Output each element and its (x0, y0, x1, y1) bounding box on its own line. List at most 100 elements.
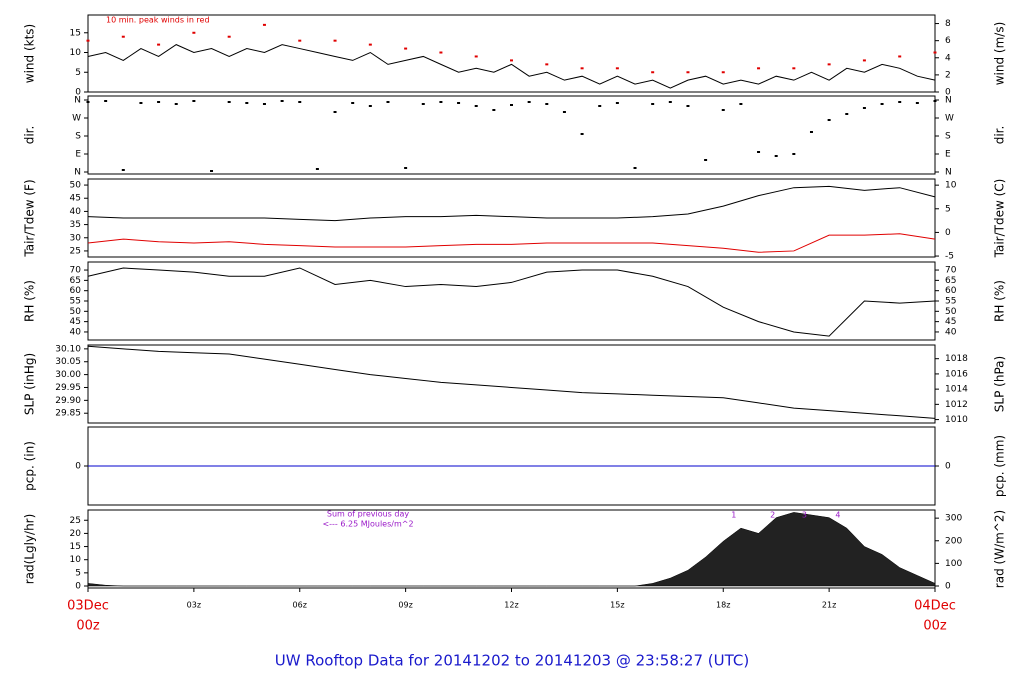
y-tick-label: 29.85 (55, 409, 81, 419)
y2-tick-label: 100 (945, 559, 962, 569)
data-point (580, 67, 584, 70)
x-tick-label: 04Dec (914, 599, 956, 614)
data-line (87, 185, 936, 222)
data-point (104, 100, 108, 102)
data-point (774, 155, 778, 157)
y-tick-label: 29.90 (55, 396, 81, 406)
data-point (527, 101, 531, 103)
data-point (457, 102, 461, 104)
y-tick-label: 5 (75, 568, 81, 578)
y2-tick-label: E (945, 150, 951, 160)
data-point (792, 67, 796, 70)
y-tick-label: 30.05 (55, 357, 81, 367)
y-tick-label: 25 (70, 246, 81, 256)
y-tick-label: 65 (70, 276, 81, 286)
panel-frame (87, 14, 936, 93)
y-axis-label: RH (%) (23, 280, 37, 322)
data-point (933, 100, 937, 102)
chart-title: UW Rooftop Data for 20141202 to 20141203… (275, 652, 749, 670)
annotation: Sum of previous day (327, 510, 409, 519)
data-point (280, 100, 284, 102)
data-area (87, 512, 936, 587)
data-point (933, 51, 937, 54)
data-point (315, 168, 319, 170)
data-point (174, 103, 178, 105)
y-tick-label: 30.10 (55, 344, 81, 354)
x-tick-label: 00z (76, 619, 100, 634)
marker-label: 1 (731, 511, 736, 520)
data-point (704, 159, 708, 161)
data-point (121, 35, 125, 38)
data-point (474, 105, 478, 107)
y2-tick-label: 300 (945, 514, 962, 524)
data-line (87, 345, 936, 419)
y-axis-label: Tair/Tdew (F) (23, 179, 37, 257)
y2-tick-label: N (945, 96, 952, 106)
data-point (686, 71, 690, 74)
data-point (210, 170, 214, 172)
data-point (510, 59, 513, 62)
x-tick-label: 03z (187, 601, 201, 610)
data-point (809, 131, 813, 133)
y-tick-label: 60 (70, 286, 82, 296)
y-axis-label: SLP (inHg) (23, 353, 37, 415)
data-point (298, 39, 302, 42)
data-point (880, 103, 884, 105)
x-tick-label: 15z (610, 601, 624, 610)
y-tick-label: 10 (70, 555, 82, 565)
y-tick-label: 15 (70, 28, 81, 38)
y-axis-label: rad(Lgly/hr) (23, 514, 37, 585)
data-line (87, 44, 936, 89)
y2-axis-label: rad (W/m^2) (993, 510, 1007, 588)
y2-axis-label: wind (m/s) (993, 22, 1007, 86)
data-line (87, 233, 936, 253)
y2-tick-label: 50 (945, 307, 957, 317)
y2-tick-label: 0 (945, 582, 951, 592)
data-point (439, 51, 443, 54)
y-tick-label: 45 (70, 194, 81, 204)
data-point (545, 63, 549, 66)
data-point (298, 101, 302, 103)
data-point (439, 101, 443, 103)
data-point (915, 102, 919, 104)
y-tick-label: W (72, 114, 81, 124)
data-point (368, 105, 372, 107)
y-tick-label: 0 (75, 582, 81, 592)
data-point (86, 101, 90, 103)
data-point (510, 104, 513, 106)
y2-tick-label: 65 (945, 276, 956, 286)
data-point (492, 109, 496, 111)
y2-tick-label: 6 (945, 36, 951, 46)
data-point (580, 133, 584, 135)
data-point (757, 67, 761, 70)
y-tick-label: 0 (75, 462, 81, 472)
y2-tick-label: N (945, 168, 952, 178)
panel-frame (87, 344, 936, 424)
data-point (862, 59, 866, 62)
x-tick-label: 09z (398, 601, 412, 610)
y2-tick-label: 1018 (945, 354, 968, 364)
data-point (792, 153, 796, 155)
data-point (386, 101, 390, 103)
y2-tick-label: 1016 (945, 369, 968, 379)
y2-tick-label: 1014 (945, 385, 968, 395)
data-point (615, 67, 619, 70)
data-point (262, 103, 266, 105)
annotation: <--- 6.25 MJoules/m^2 (322, 520, 413, 529)
x-tick-label: 03Dec (67, 599, 109, 614)
x-tick-label: 12z (504, 601, 518, 610)
y2-tick-label: 0 (945, 88, 951, 98)
y-tick-label: 40 (70, 207, 82, 217)
y-tick-label: 20 (70, 529, 82, 539)
data-point (651, 103, 655, 105)
data-line (87, 267, 936, 337)
data-point (757, 151, 761, 153)
data-point (827, 119, 831, 121)
y2-tick-label: 5 (945, 204, 951, 214)
marker-label: 2 (770, 511, 775, 520)
y-tick-label: 29.95 (55, 383, 81, 393)
y2-axis-label: SLP (hPa) (993, 356, 1007, 412)
y-tick-label: 15 (70, 542, 81, 552)
